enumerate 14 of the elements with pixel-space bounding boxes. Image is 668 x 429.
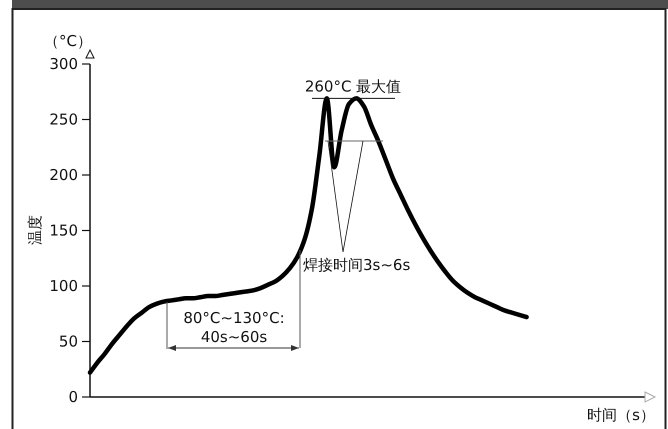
- y-tick-label: 250: [49, 110, 78, 128]
- annotation: 260°C 最大值: [304, 77, 402, 96]
- y-tick-label: 0: [68, 388, 78, 406]
- y-tick-label: 50: [58, 332, 78, 350]
- x-axis-title: 时间（s）: [587, 406, 655, 424]
- y-tick-label: 300: [49, 55, 78, 73]
- y-tick-label: 150: [49, 222, 78, 240]
- y-axis-title: 温度: [26, 215, 44, 245]
- text: （°C）: [44, 32, 92, 50]
- y-tick-label: 100: [49, 277, 78, 295]
- line-series: [88, 96, 529, 375]
- annotation: 焊接时间3s~6s: [303, 256, 410, 274]
- annotation: 80°C~130°C: 40s~60s: [183, 309, 285, 346]
- y-tick-label: 200: [49, 166, 78, 184]
